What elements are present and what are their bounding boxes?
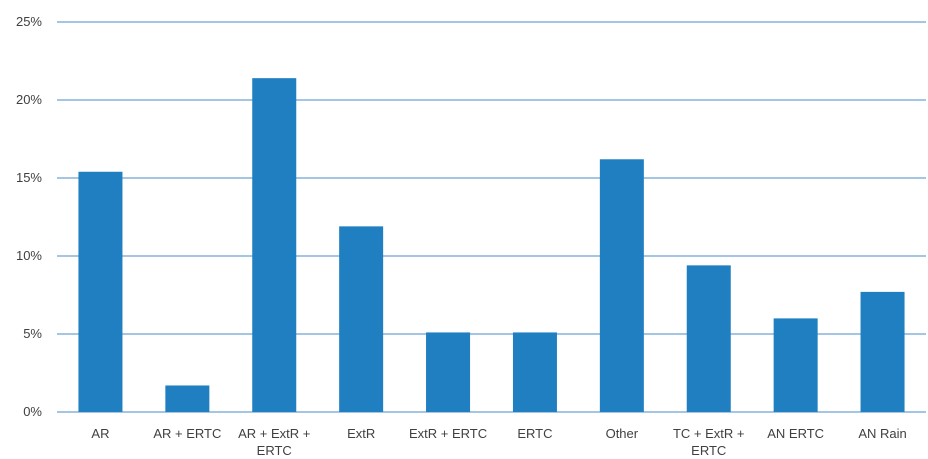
x-category-label: TC + ExtR + ERTC [673, 426, 745, 458]
y-tick-label: 10% [16, 248, 42, 263]
x-axis-category-labels: AR AR + ERTC AR + ExtR + ERTC ExtR ExtR + ERT… [91, 426, 906, 458]
x-category-label: ExtR [347, 426, 375, 441]
y-axis-tick-labels: 0% 5% 10% 15% 20% 25% [16, 14, 42, 419]
bar [252, 78, 297, 412]
bar [339, 226, 384, 412]
x-category-label: AR + ExtR + ERTC [238, 426, 310, 458]
x-category-label: AN ERTC [767, 426, 824, 441]
bar [426, 332, 471, 412]
bar [165, 385, 210, 412]
x-category-label: AN Rain [858, 426, 906, 441]
bar [512, 332, 557, 412]
bar [78, 171, 123, 412]
bar [599, 159, 644, 412]
y-tick-label: 25% [16, 14, 42, 29]
bar [686, 265, 731, 412]
y-tick-label: 20% [16, 92, 42, 107]
bars [78, 78, 905, 412]
y-tick-label: 5% [23, 326, 42, 341]
bar [860, 291, 905, 412]
y-tick-label: 0% [23, 404, 42, 419]
x-category-label: Other [606, 426, 639, 441]
x-category-label: ExtR + ERTC [409, 426, 487, 441]
x-category-label: AR [91, 426, 109, 441]
x-category-label: ERTC [517, 426, 552, 441]
y-tick-label: 15% [16, 170, 42, 185]
bar [773, 318, 818, 412]
x-category-label: AR + ERTC [153, 426, 221, 441]
